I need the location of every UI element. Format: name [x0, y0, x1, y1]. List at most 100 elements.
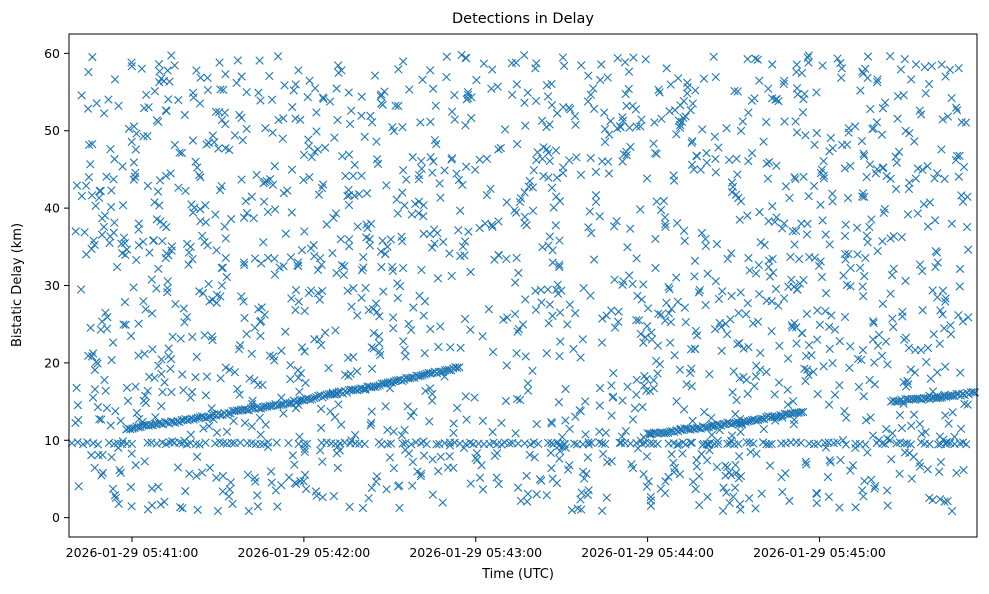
data-point [212, 428, 222, 437]
data-point [219, 438, 228, 448]
data-point [750, 382, 759, 391]
data-point [365, 382, 374, 391]
data-point [543, 285, 552, 294]
data-point [251, 477, 260, 486]
data-point [413, 467, 422, 476]
data-point [927, 61, 936, 71]
data-point [329, 213, 338, 223]
data-point [824, 400, 834, 409]
data-point [157, 401, 166, 411]
data-point [801, 376, 810, 386]
data-point [312, 491, 321, 500]
data-point [449, 419, 458, 428]
data-point [201, 438, 210, 447]
data-point [173, 463, 183, 472]
data-point [770, 217, 780, 227]
data-point [158, 236, 167, 246]
data-point [597, 338, 607, 347]
data-point [386, 439, 396, 448]
data-point [545, 300, 555, 309]
data-point [683, 78, 692, 87]
data-point [178, 504, 187, 513]
data-point [502, 361, 511, 370]
x-axis: 2026-01-29 05:41:00 2026-01-29 05:42:00 20… [66, 537, 886, 560]
data-point [625, 271, 634, 280]
data-point [857, 355, 866, 365]
data-point [699, 74, 709, 83]
data-point [930, 216, 940, 225]
data-point [205, 463, 215, 473]
data-point [170, 61, 179, 70]
data-point [771, 284, 781, 294]
data-point [339, 270, 349, 280]
data-point [88, 349, 98, 358]
data-point [603, 73, 612, 82]
data-point [843, 193, 853, 203]
data-point [299, 175, 308, 185]
data-point [511, 58, 521, 67]
data-point [828, 197, 837, 206]
data-point [284, 473, 294, 482]
data-point [795, 279, 805, 288]
data-point [919, 200, 929, 209]
data-point [630, 404, 640, 413]
data-point [317, 286, 327, 296]
data-point [261, 123, 270, 133]
data-point [94, 193, 104, 203]
data-point [710, 324, 720, 334]
data-point [766, 413, 775, 422]
data-point [819, 174, 829, 183]
data-point [84, 140, 94, 150]
data-point [618, 157, 627, 166]
data-point [555, 308, 565, 317]
data-point [380, 87, 389, 96]
data-point [154, 482, 163, 491]
data-point [649, 139, 658, 148]
data-point [200, 330, 209, 340]
data-point [665, 338, 675, 347]
data-point [624, 84, 633, 94]
data-point [917, 429, 926, 439]
data-point [462, 53, 471, 63]
data-point [110, 75, 120, 84]
data-point [418, 75, 427, 84]
data-point [430, 135, 440, 145]
data-point [399, 337, 408, 346]
data-point [242, 87, 251, 97]
data-point [964, 245, 973, 254]
data-point [500, 125, 510, 134]
data-point [313, 288, 323, 298]
data-point [736, 427, 745, 437]
data-point [478, 332, 487, 341]
data-point [915, 462, 925, 471]
data-point [632, 375, 641, 385]
data-point [675, 469, 685, 479]
data-point [505, 439, 514, 448]
data-point [621, 89, 630, 99]
data-point [584, 223, 593, 232]
data-point [366, 111, 375, 121]
data-point [907, 421, 916, 430]
data-point [911, 174, 920, 183]
data-point [351, 439, 360, 448]
data-point [760, 240, 769, 250]
data-point [751, 54, 760, 63]
data-point [900, 55, 909, 64]
data-point [651, 234, 660, 244]
data-point [915, 419, 925, 429]
data-point [313, 265, 323, 275]
data-point [791, 117, 800, 126]
data-point [897, 423, 907, 433]
data-point [954, 172, 964, 181]
data-point [746, 447, 755, 457]
data-point [813, 389, 822, 399]
data-point [263, 207, 273, 217]
data-point [324, 363, 333, 373]
data-point [155, 176, 165, 185]
data-point [147, 438, 156, 447]
data-point [478, 416, 488, 425]
data-point [687, 138, 696, 148]
data-point [237, 175, 246, 184]
data-point [723, 330, 732, 339]
